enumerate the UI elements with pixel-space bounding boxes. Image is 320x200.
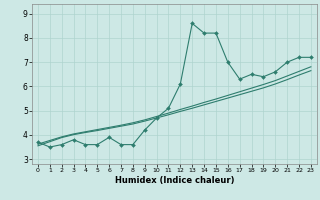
X-axis label: Humidex (Indice chaleur): Humidex (Indice chaleur): [115, 176, 234, 185]
